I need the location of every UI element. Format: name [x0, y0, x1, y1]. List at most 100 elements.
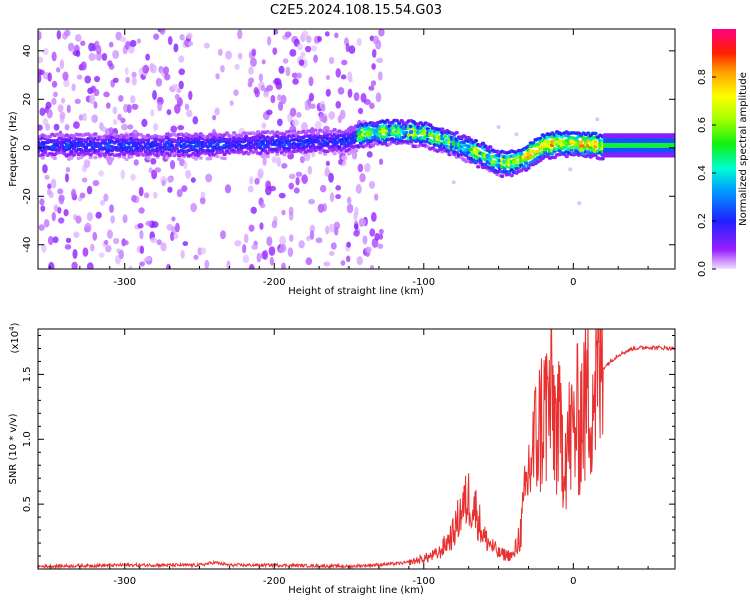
spectrogram-noise-cell — [151, 169, 158, 180]
spectrogram-noise-cell — [357, 163, 364, 173]
spectrogram-noise-cell — [355, 183, 362, 194]
spectrogram-noise-cell — [354, 223, 359, 230]
spectrogram-ridge-cell — [473, 139, 479, 143]
spectrogram-ridge-cell — [332, 151, 337, 156]
spectrogram-noise-cell — [595, 117, 600, 122]
spectrogram-noise-cell — [356, 256, 363, 266]
spectrogram-noise-cell — [376, 57, 384, 64]
spectrogram-noise-cell — [272, 47, 278, 55]
spectrogram-noise-cell — [306, 235, 311, 242]
spectrogram-noise-cell — [309, 230, 315, 240]
spectrogram-noise-cell — [369, 102, 375, 110]
snr-x-label: Height of straight line (km) — [288, 585, 424, 596]
spectrogram-noise-cell — [53, 204, 59, 212]
spectrogram-noise-cell — [182, 241, 189, 247]
spectrogram-ridge-cell — [440, 127, 445, 131]
spectrogram-noise-cell — [184, 103, 190, 111]
spectrogram-noise-cell — [353, 92, 360, 102]
spectrogram-noise-cell — [104, 239, 109, 245]
spectrogram-ridge-cell — [370, 143, 376, 148]
spectrogram-ridge-cell — [210, 148, 215, 153]
spectrogram-noise-cell — [266, 84, 274, 92]
spectrogram-ridge-cell — [509, 173, 514, 178]
spectrogram-noise-cell — [84, 75, 92, 84]
spectrogram-noise-cell — [89, 243, 95, 252]
spectrogram-noise-cell — [167, 186, 173, 193]
spectrogram-noise-cell — [176, 188, 183, 198]
spectrogram-noise-cell — [38, 224, 45, 231]
spectrogram-noise-cell — [247, 81, 253, 88]
spectrogram-noise-cell — [328, 223, 335, 233]
spectrogram-noise-cell — [268, 246, 276, 256]
spectrogram-noise-cell — [333, 226, 339, 236]
spectrogram-noise-cell — [150, 237, 158, 244]
x-tick-label: -200 — [263, 576, 286, 587]
spectrogram-noise-cell — [315, 237, 323, 244]
spectrogram-noise-cell — [59, 111, 66, 120]
spectrogram-noise-cell — [288, 206, 294, 216]
spectrogram-noise-cell — [295, 177, 300, 186]
spectrogram-ridge-cell — [93, 155, 98, 160]
spectrogram-noise-cell — [173, 233, 179, 240]
spectrogram-noise-cell — [300, 51, 306, 59]
spectrogram-noise-cell — [234, 63, 240, 71]
spectrogram-noise-cell — [63, 78, 70, 88]
spectrogram-ridge-cell — [303, 131, 309, 136]
spectrogram-noise-cell — [190, 202, 197, 213]
spectrogram-ridge-cell — [133, 144, 139, 148]
snr-y-label: SNR (10 * v/v) — [8, 413, 19, 484]
figure-title: C2E5.2024.108.15.54.G03 — [270, 3, 442, 18]
spectrogram-noise-cell — [131, 103, 139, 110]
spectrogram-ridge-cell — [260, 154, 266, 159]
spectrogram-noise-cell — [150, 64, 157, 74]
y-tick-label: 0.5 — [22, 496, 33, 512]
spectrogram-noise-cell — [378, 228, 384, 235]
spectrogram-noise-cell — [364, 163, 371, 173]
spectrogram-noise-cell — [83, 159, 91, 168]
spectrogram-noise-cell — [107, 60, 113, 67]
spectrogram-noise-cell — [225, 50, 232, 60]
spectrogram-tail-band — [603, 152, 675, 158]
spectrogram-noise-cell — [299, 155, 305, 164]
spectrogram-ridge-cell — [337, 145, 342, 149]
spectrogram-noise-cell — [568, 167, 573, 172]
spectrogram-ridge-cell — [196, 153, 201, 158]
spectrogram-noise-cell — [51, 97, 57, 105]
spectrogram-ridge-cell — [315, 131, 321, 136]
spectrogram-ridge-cell — [224, 131, 230, 135]
spectrogram-noise-cell — [378, 233, 384, 240]
spectrogram-noise-cell — [328, 56, 335, 65]
spectrogram-noise-cell — [297, 43, 303, 51]
spectrogram-noise-cell — [262, 249, 269, 260]
spectrogram-noise-cell — [284, 31, 292, 38]
spectrogram-ridge-cell — [523, 161, 529, 165]
spectrogram-noise-cell — [176, 87, 182, 94]
spectrogram-noise-cell — [57, 104, 64, 113]
spectrogram-noise-cell — [242, 254, 250, 264]
spectrogram-noise-cell — [204, 259, 210, 269]
spectrogram-cells — [38, 29, 675, 269]
spectrogram-noise-cell — [205, 173, 213, 183]
spectrogram-noise-cell — [217, 48, 223, 56]
spectrogram-noise-cell — [275, 81, 283, 90]
spectrogram-ridge-cell — [480, 141, 486, 146]
spectrogram-noise-cell — [59, 59, 65, 70]
spectrogram-noise-cell — [199, 196, 206, 205]
spectrogram-ridge-cell — [145, 138, 151, 143]
spectrogram-noise-cell — [159, 29, 166, 35]
spectrogram-noise-cell — [46, 108, 53, 119]
spectrogram-noise-cell — [365, 246, 372, 253]
spectrogram-noise-cell — [186, 109, 193, 118]
spectrogram-ridge-cell — [310, 131, 316, 136]
spectrogram-noise-cell — [161, 179, 166, 187]
spectrogram-ridge-cell — [265, 151, 270, 155]
spectrogram-noise-cell — [319, 184, 327, 193]
spectrogram-noise-cell — [371, 48, 377, 58]
spectrogram-noise-cell — [47, 235, 54, 246]
spectrogram-noise-cell — [271, 220, 278, 229]
spectrogram-noise-cell — [71, 83, 76, 92]
spectrogram-noise-cell — [254, 88, 260, 98]
spectrogram-noise-cell — [369, 264, 375, 269]
spectrogram-noise-cell — [335, 194, 341, 200]
spectrogram-ridge-cell — [490, 165, 495, 170]
